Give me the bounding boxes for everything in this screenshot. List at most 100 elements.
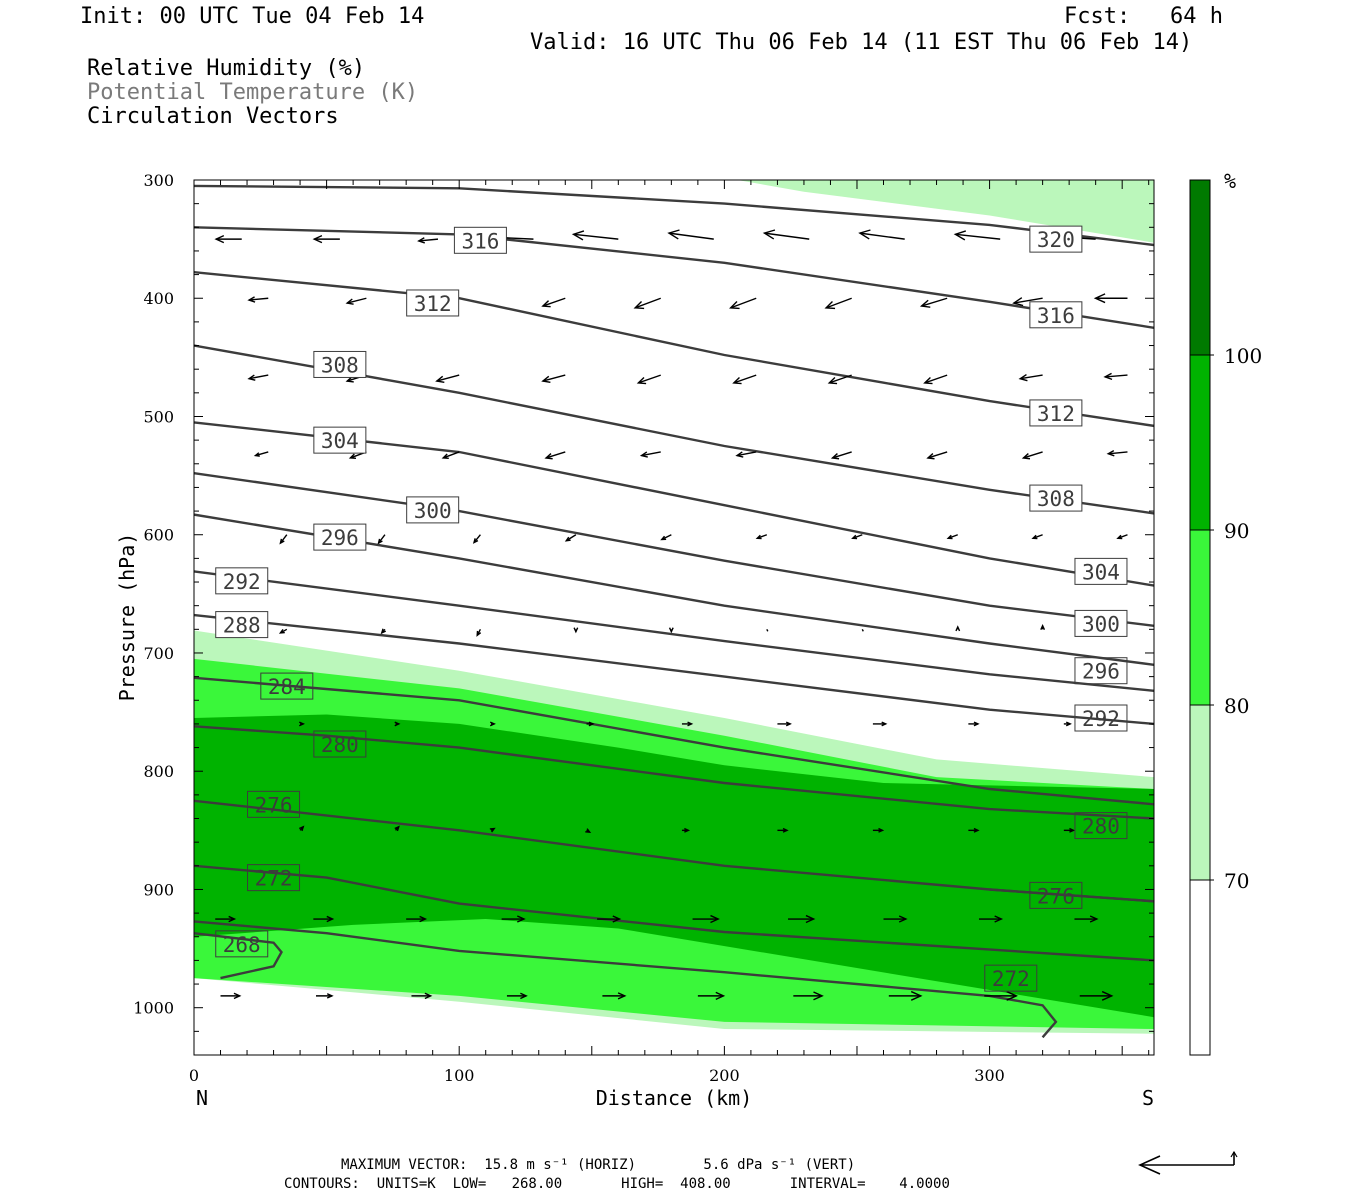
svg-text:280: 280 bbox=[321, 733, 359, 757]
vector-arrow bbox=[968, 827, 980, 833]
contour-label-296: 296 bbox=[313, 523, 367, 551]
vector-arrow bbox=[380, 628, 387, 635]
vector-arrow bbox=[1040, 624, 1046, 631]
vector-arrow bbox=[441, 451, 460, 460]
theta-contour-272 bbox=[194, 864, 1154, 962]
x-axis-label: Distance (km) bbox=[596, 1086, 753, 1110]
vector-arrow bbox=[377, 534, 386, 545]
vector-arrow bbox=[735, 451, 757, 458]
vector-arrow bbox=[476, 628, 482, 637]
svg-text:284: 284 bbox=[268, 675, 306, 699]
vector-arrow bbox=[692, 914, 720, 924]
svg-text:320: 320 bbox=[1037, 228, 1075, 252]
theta-contour-268 bbox=[194, 932, 283, 980]
theta-contour-276 bbox=[989, 888, 1154, 903]
vector-arrow bbox=[636, 374, 661, 385]
vector-arrow bbox=[602, 992, 627, 1000]
vector-arrow bbox=[858, 229, 905, 240]
vector-arrow bbox=[406, 915, 428, 923]
vector-arrow bbox=[777, 721, 792, 727]
svg-text:316: 316 bbox=[461, 229, 499, 253]
vector-arrow bbox=[1106, 450, 1128, 457]
vector-arrow bbox=[585, 828, 592, 833]
vector-arrow bbox=[571, 230, 619, 241]
y-tick-label: 300 bbox=[143, 171, 174, 190]
colorbar-label: 80 bbox=[1224, 694, 1249, 718]
y-axis-label: Pressure (hPa) bbox=[115, 533, 139, 702]
vector-arrow bbox=[417, 237, 439, 244]
vector-arrow bbox=[953, 230, 1001, 241]
vector-arrow bbox=[214, 235, 242, 244]
forecast-hour: Fcst: 64 h bbox=[1064, 4, 1223, 29]
vector-arrow bbox=[755, 534, 768, 540]
vector-arrow bbox=[312, 235, 340, 244]
colorbar-label: 100 bbox=[1224, 344, 1262, 368]
vector-arrow bbox=[586, 721, 595, 727]
vector-arrow bbox=[489, 827, 496, 833]
field-vectors-title: Circulation Vectors bbox=[87, 104, 339, 129]
vector-arrow bbox=[472, 534, 481, 544]
vector-arrow bbox=[697, 991, 726, 1000]
svg-text:300: 300 bbox=[1082, 612, 1120, 636]
contour-label-300: 300 bbox=[1074, 609, 1128, 637]
vector-arrow bbox=[220, 992, 242, 1000]
vector-arrow bbox=[667, 229, 714, 240]
vector-arrow bbox=[394, 825, 400, 832]
contour-label-268: 268 bbox=[215, 930, 269, 958]
vector-arrow bbox=[851, 534, 863, 540]
vector-arrow bbox=[793, 991, 824, 1001]
vector-arrow bbox=[1018, 374, 1043, 382]
reference-vector-icon bbox=[1138, 1150, 1238, 1175]
theta-contour-316 bbox=[194, 226, 1154, 329]
theta-contour-296 bbox=[194, 513, 1154, 666]
vector-arrow bbox=[435, 374, 460, 384]
rh-colorbar: 70 80 90 100 bbox=[1189, 179, 1262, 1056]
vector-arrow bbox=[1116, 534, 1128, 540]
vector-arrow bbox=[597, 915, 622, 923]
svg-text:312: 312 bbox=[1037, 402, 1075, 426]
vector-arrow bbox=[827, 374, 852, 385]
vector-arrow bbox=[732, 374, 757, 385]
x-tick-label: 0 bbox=[189, 1066, 199, 1085]
vector-arrow bbox=[681, 721, 694, 727]
y-tick-label: 400 bbox=[143, 289, 174, 308]
colorbar-unit: % bbox=[1224, 169, 1236, 193]
colorbar-label: 70 bbox=[1224, 869, 1249, 893]
svg-text:268: 268 bbox=[223, 933, 261, 957]
axes: 0 100 200 300 300 400 500 600 700 800 900 1000 bbox=[133, 171, 1154, 1085]
svg-text:308: 308 bbox=[321, 353, 359, 377]
colorbar-segment bbox=[1190, 180, 1210, 355]
contour-label-312: 312 bbox=[1029, 399, 1083, 427]
field-theta-title: Potential Temperature (K) bbox=[87, 80, 419, 105]
y-tick-label: 500 bbox=[143, 407, 174, 426]
contour-label-280: 280 bbox=[1074, 812, 1128, 840]
svg-text:304: 304 bbox=[321, 429, 359, 453]
theta-contour-292 bbox=[194, 570, 1154, 692]
theta-contour-272 bbox=[194, 920, 1058, 1039]
init-time: Init: 00 UTC Tue 04 Feb 14 bbox=[80, 4, 425, 29]
vector-arrow bbox=[1079, 990, 1114, 1001]
vector-arrow bbox=[313, 915, 335, 923]
theta-contour-288 bbox=[194, 613, 1154, 726]
y-tick-label: 800 bbox=[143, 762, 174, 781]
vector-arrow bbox=[926, 451, 948, 460]
contour-label-296: 296 bbox=[1074, 657, 1128, 685]
vector-arrow bbox=[660, 534, 672, 541]
svg-text:280: 280 bbox=[1082, 815, 1120, 839]
svg-text:296: 296 bbox=[1082, 660, 1120, 684]
svg-text:308: 308 bbox=[1037, 487, 1075, 511]
vector-arrow bbox=[541, 297, 566, 308]
vector-arrow bbox=[215, 915, 237, 923]
vector-arrow bbox=[777, 827, 789, 833]
valid-time: Valid: 16 UTC Thu 06 Feb 14 (11 EST Thu … bbox=[530, 30, 1193, 55]
rh-band-70-upper bbox=[737, 180, 1154, 243]
svg-text:312: 312 bbox=[414, 292, 452, 316]
vector-arrow bbox=[639, 451, 661, 458]
vector-arrow bbox=[573, 627, 579, 634]
vector-arrow bbox=[247, 296, 269, 303]
vector-arrow bbox=[501, 915, 526, 923]
rh-shading bbox=[194, 180, 1154, 1034]
vector-arrow bbox=[564, 534, 577, 542]
field-rh-title: Relative Humidity (%) bbox=[87, 56, 366, 81]
